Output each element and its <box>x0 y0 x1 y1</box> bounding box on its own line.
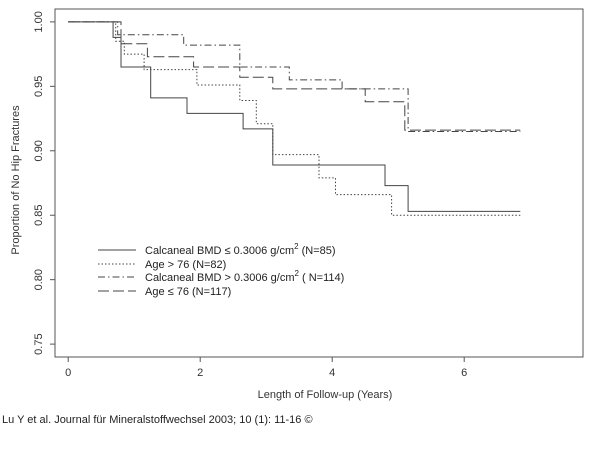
x-tick-label: 4 <box>329 367 335 379</box>
y-tick-label: 1.00 <box>33 11 45 32</box>
legend: Calcaneal BMD ≤ 0.3006 g/cm2 (N=85) Age >… <box>98 242 344 298</box>
y-axis-label: Proportion of No Hip Fractures <box>10 105 22 255</box>
legend-label-1: Calcaneal BMD ≤ 0.3006 g/cm2 (N=85) <box>145 242 336 257</box>
y-tick-label: 0.80 <box>33 269 45 290</box>
series-line-3 <box>68 21 521 132</box>
y-tick-label: 0.95 <box>33 76 45 97</box>
x-tick-label: 2 <box>197 367 203 379</box>
x-axis-label: Length of Follow-up (Years) <box>258 389 393 401</box>
y-tick-label: 0.85 <box>33 205 45 226</box>
x-axis: 0 2 4 6 <box>65 357 467 379</box>
y-tick-label: 0.90 <box>33 140 45 161</box>
legend-label-4: Age ≤ 76 (N=117) <box>145 286 231 298</box>
y-axis: 0.75 0.80 0.85 0.90 0.95 1.00 <box>33 11 55 355</box>
series-line-4 <box>68 21 521 131</box>
y-tick-label: 0.75 <box>33 333 45 354</box>
series-line-2 <box>68 21 521 216</box>
legend-label-2: Age > 76 (N=82) <box>145 259 226 271</box>
km-chart: 0.75 0.80 0.85 0.90 0.95 1.00 0 2 4 6 Calcaneal … <box>10 8 584 401</box>
x-tick-label: 0 <box>65 367 71 379</box>
series-line-1 <box>68 21 521 212</box>
plot-frame <box>54 8 584 358</box>
survival-curves <box>68 21 521 216</box>
legend-label-3: Calcaneal BMD > 0.3006 g/cm2 ( N=114) <box>145 269 344 284</box>
x-tick-label: 6 <box>461 367 467 379</box>
source-caption: Lu Y et al. Journal für Mineralstoffwech… <box>2 414 313 426</box>
